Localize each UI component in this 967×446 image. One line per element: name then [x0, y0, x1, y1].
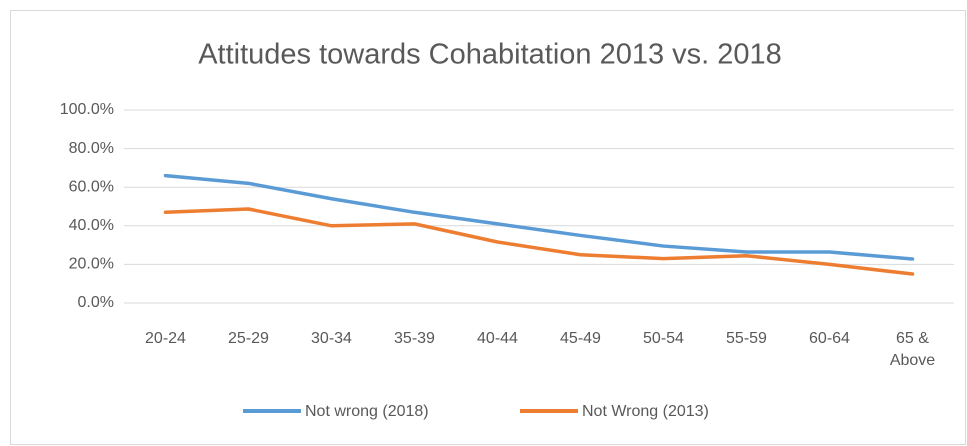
x-tick-label: 40-44	[477, 330, 518, 347]
x-tick-label: 30-34	[311, 330, 352, 347]
x-tick-label-box: 30-34	[311, 330, 352, 347]
x-tick-label: 55-59	[726, 330, 767, 347]
series-line	[163, 173, 915, 261]
chart-frame	[10, 10, 966, 445]
x-tick-label-box: 20-24	[145, 330, 186, 347]
x-tick-label-box: 40-44	[477, 330, 518, 347]
x-tick-label: 65 & Above	[889, 330, 936, 369]
x-tick-label-box: 35-39	[394, 330, 435, 347]
x-tick-label: 35-39	[394, 330, 435, 347]
x-tick-label: 25-29	[228, 330, 269, 347]
y-tick-label: 20.0%	[69, 256, 114, 273]
x-tick-label: 50-54	[643, 330, 684, 347]
x-tick-label-box: 50-54	[643, 330, 684, 347]
x-tick-label: 45-49	[560, 330, 601, 347]
x-tick-label-box: 25-29	[228, 330, 269, 347]
y-tick-label: 100.0%	[60, 101, 114, 118]
x-tick-label-box: 45-49	[560, 330, 601, 347]
series-line	[163, 207, 915, 276]
y-tick-label: 60.0%	[69, 178, 114, 195]
x-tick-label-box: 55-59	[726, 330, 767, 347]
x-tick-label-box: 65 & Above	[889, 330, 936, 369]
legend-label: Not wrong (2018)	[305, 403, 429, 420]
y-tick-label: 0.0%	[78, 294, 114, 311]
x-tick-label: 60-64	[809, 330, 850, 347]
y-tick-label: 40.0%	[69, 217, 114, 234]
legend-label: Not Wrong (2013)	[582, 403, 709, 420]
chart-title: Attitudes towards Cohabitation 2013 vs. …	[198, 39, 782, 71]
x-tick-label-box: 60-64	[809, 330, 850, 347]
y-tick-label: 80.0%	[69, 140, 114, 157]
x-tick-label: 20-24	[145, 330, 186, 347]
